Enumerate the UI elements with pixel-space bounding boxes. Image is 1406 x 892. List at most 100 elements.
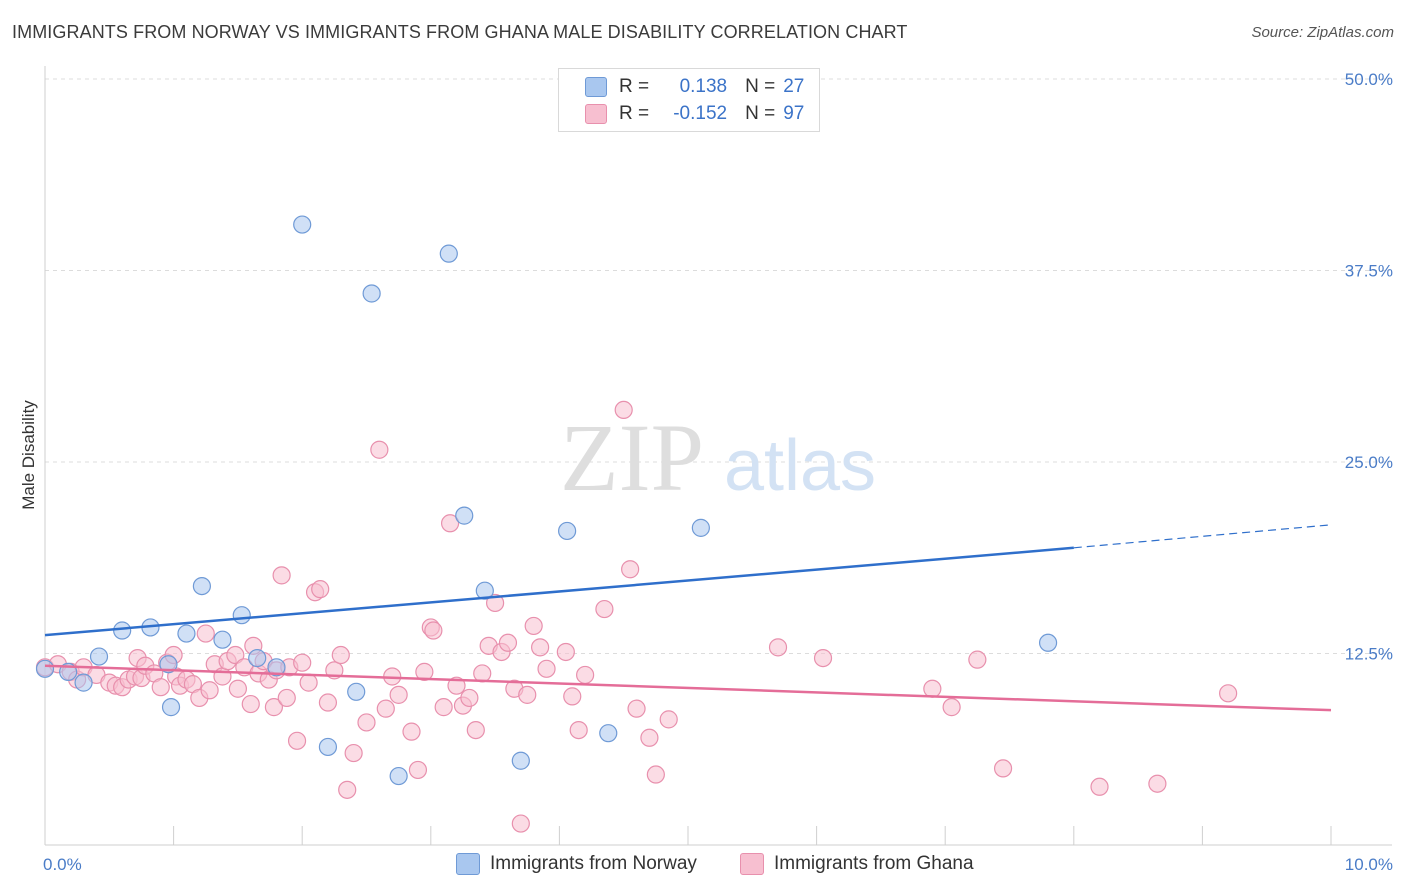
legend-n-value: 97 [783, 103, 805, 124]
bottom-legend-label-ghana: Immigrants from Ghana [774, 853, 974, 874]
point-immigrants-from-ghana [376, 699, 395, 718]
legend-swatch-ghana [585, 104, 607, 124]
point-immigrants-from-ghana [447, 676, 466, 695]
point-immigrants-from-ghana [440, 514, 460, 533]
point-immigrants-from-ghana [311, 580, 330, 599]
point-immigrants-from-norway [439, 244, 458, 263]
point-immigrants-from-ghana [196, 624, 215, 643]
point-immigrants-from-norway [159, 655, 178, 674]
point-immigrants-from-ghana [434, 698, 453, 717]
point-immigrants-from-ghana [486, 593, 505, 613]
y-tick-label: 37.5% [1345, 262, 1393, 281]
point-immigrants-from-norway [455, 506, 474, 525]
legend-r-label: R = [619, 103, 650, 124]
point-immigrants-from-ghana [595, 599, 614, 619]
point-immigrants-from-ghana [576, 665, 595, 685]
point-immigrants-from-ghana [460, 688, 479, 708]
point-immigrants-from-norway [318, 737, 338, 757]
legend-r-value: 0.138 [679, 76, 728, 97]
point-immigrants-from-ghana [241, 694, 260, 714]
x-tick-label: 10.0% [1345, 855, 1393, 874]
chart-title: IMMIGRANTS FROM NORWAY VS IMMIGRANTS FRO… [12, 22, 908, 42]
point-immigrants-from-ghana [627, 699, 646, 718]
point-immigrants-from-ghana [357, 713, 376, 732]
legend-row-norway: R = 0.138 N = 27 [585, 75, 804, 99]
point-immigrants-from-norway [293, 215, 312, 234]
source-label: Source: ZipAtlas.com [1251, 24, 1394, 41]
point-immigrants-from-norway [113, 621, 132, 640]
point-immigrants-from-ghana [277, 688, 296, 708]
point-immigrants-from-ghana [1219, 684, 1238, 703]
point-immigrants-from-ghana [1090, 777, 1109, 796]
point-immigrants-from-norway [1038, 633, 1058, 652]
legend-swatch-norway [585, 77, 607, 97]
y-tick-label: 12.5% [1345, 645, 1393, 664]
point-immigrants-from-ghana [813, 648, 833, 668]
point-immigrants-from-norway [89, 647, 109, 666]
point-immigrants-from-norway [599, 724, 618, 743]
point-immigrants-from-ghana [473, 664, 492, 683]
bottom-legend-norway: Immigrants from Norway [456, 852, 697, 876]
point-immigrants-from-ghana [524, 616, 543, 636]
point-immigrants-from-norway [192, 576, 211, 596]
bottom-legend-ghana: Immigrants from Ghana [740, 852, 974, 876]
point-immigrants-from-norway [213, 630, 232, 649]
point-immigrants-from-ghana [287, 731, 307, 750]
point-immigrants-from-ghana [768, 638, 788, 657]
point-immigrants-from-norway [347, 682, 366, 701]
point-immigrants-from-ghana [621, 560, 640, 579]
point-immigrants-from-ghana [556, 642, 575, 662]
bottom-legend-swatch-ghana [740, 853, 764, 875]
point-immigrants-from-ghana [272, 566, 291, 585]
point-immigrants-from-ghana [299, 673, 318, 692]
point-immigrants-from-norway [475, 581, 494, 600]
watermark-atlas: atlas [724, 426, 876, 506]
point-immigrants-from-ghana [331, 645, 350, 665]
point-immigrants-from-norway [161, 698, 181, 717]
point-immigrants-from-ghana [569, 720, 588, 740]
point-immigrants-from-norway [691, 518, 710, 537]
point-immigrants-from-norway [177, 624, 196, 643]
point-immigrants-from-ghana [1148, 774, 1167, 793]
legend-n-label: N = [745, 76, 776, 97]
point-immigrants-from-ghana [466, 720, 485, 740]
point-immigrants-from-ghana [537, 659, 556, 678]
point-immigrants-from-ghana [659, 710, 678, 729]
trend-line-ghana [44, 664, 1332, 712]
tick-labels: 12.5% 25.0% 37.5% 50.0% 0.0% 10.0% [43, 70, 1393, 874]
point-immigrants-from-norway [389, 766, 408, 786]
y-tick-label: 50.0% [1345, 70, 1393, 89]
point-immigrants-from-ghana [563, 687, 582, 706]
grid-lines [45, 78, 1390, 654]
legend-n-value: 27 [783, 76, 805, 97]
point-immigrants-from-norway [267, 658, 286, 677]
point-immigrants-from-norway [74, 673, 93, 692]
point-immigrants-from-norway [558, 521, 577, 541]
trend-lines [44, 524, 1332, 712]
legend-r-value: -0.152 [673, 103, 728, 124]
trend-line-norway [44, 546, 1074, 637]
point-immigrants-from-ghana [640, 728, 659, 747]
point-immigrants-from-ghana [318, 693, 338, 712]
legend-r-label: R = [619, 76, 650, 97]
point-immigrants-from-ghana [511, 814, 530, 833]
bottom-legend-swatch-norway [456, 853, 480, 875]
legend-row-ghana: R = -0.152 N = 97 [585, 102, 804, 126]
point-immigrants-from-ghana [415, 662, 434, 681]
point-immigrants-from-norway [511, 751, 530, 770]
point-immigrants-from-ghana [389, 685, 408, 704]
legend-n-label: N = [745, 103, 776, 124]
point-immigrants-from-ghana [518, 685, 537, 704]
y-axis-label: Male Disability [19, 400, 38, 510]
point-immigrants-from-ghana [264, 698, 284, 717]
point-immigrants-from-ghana [993, 759, 1013, 778]
point-immigrants-from-norway [362, 284, 381, 303]
legend: R = 0.138 N = 27 R = -0.152 N = 97 [558, 68, 820, 132]
point-immigrants-from-ghana [293, 653, 312, 672]
point-immigrants-from-norway [35, 659, 55, 678]
point-immigrants-from-ghana [228, 679, 247, 698]
point-immigrants-from-ghana [531, 638, 550, 657]
point-immigrants-from-ghana [370, 440, 389, 459]
point-immigrants-from-ghana [942, 698, 961, 717]
